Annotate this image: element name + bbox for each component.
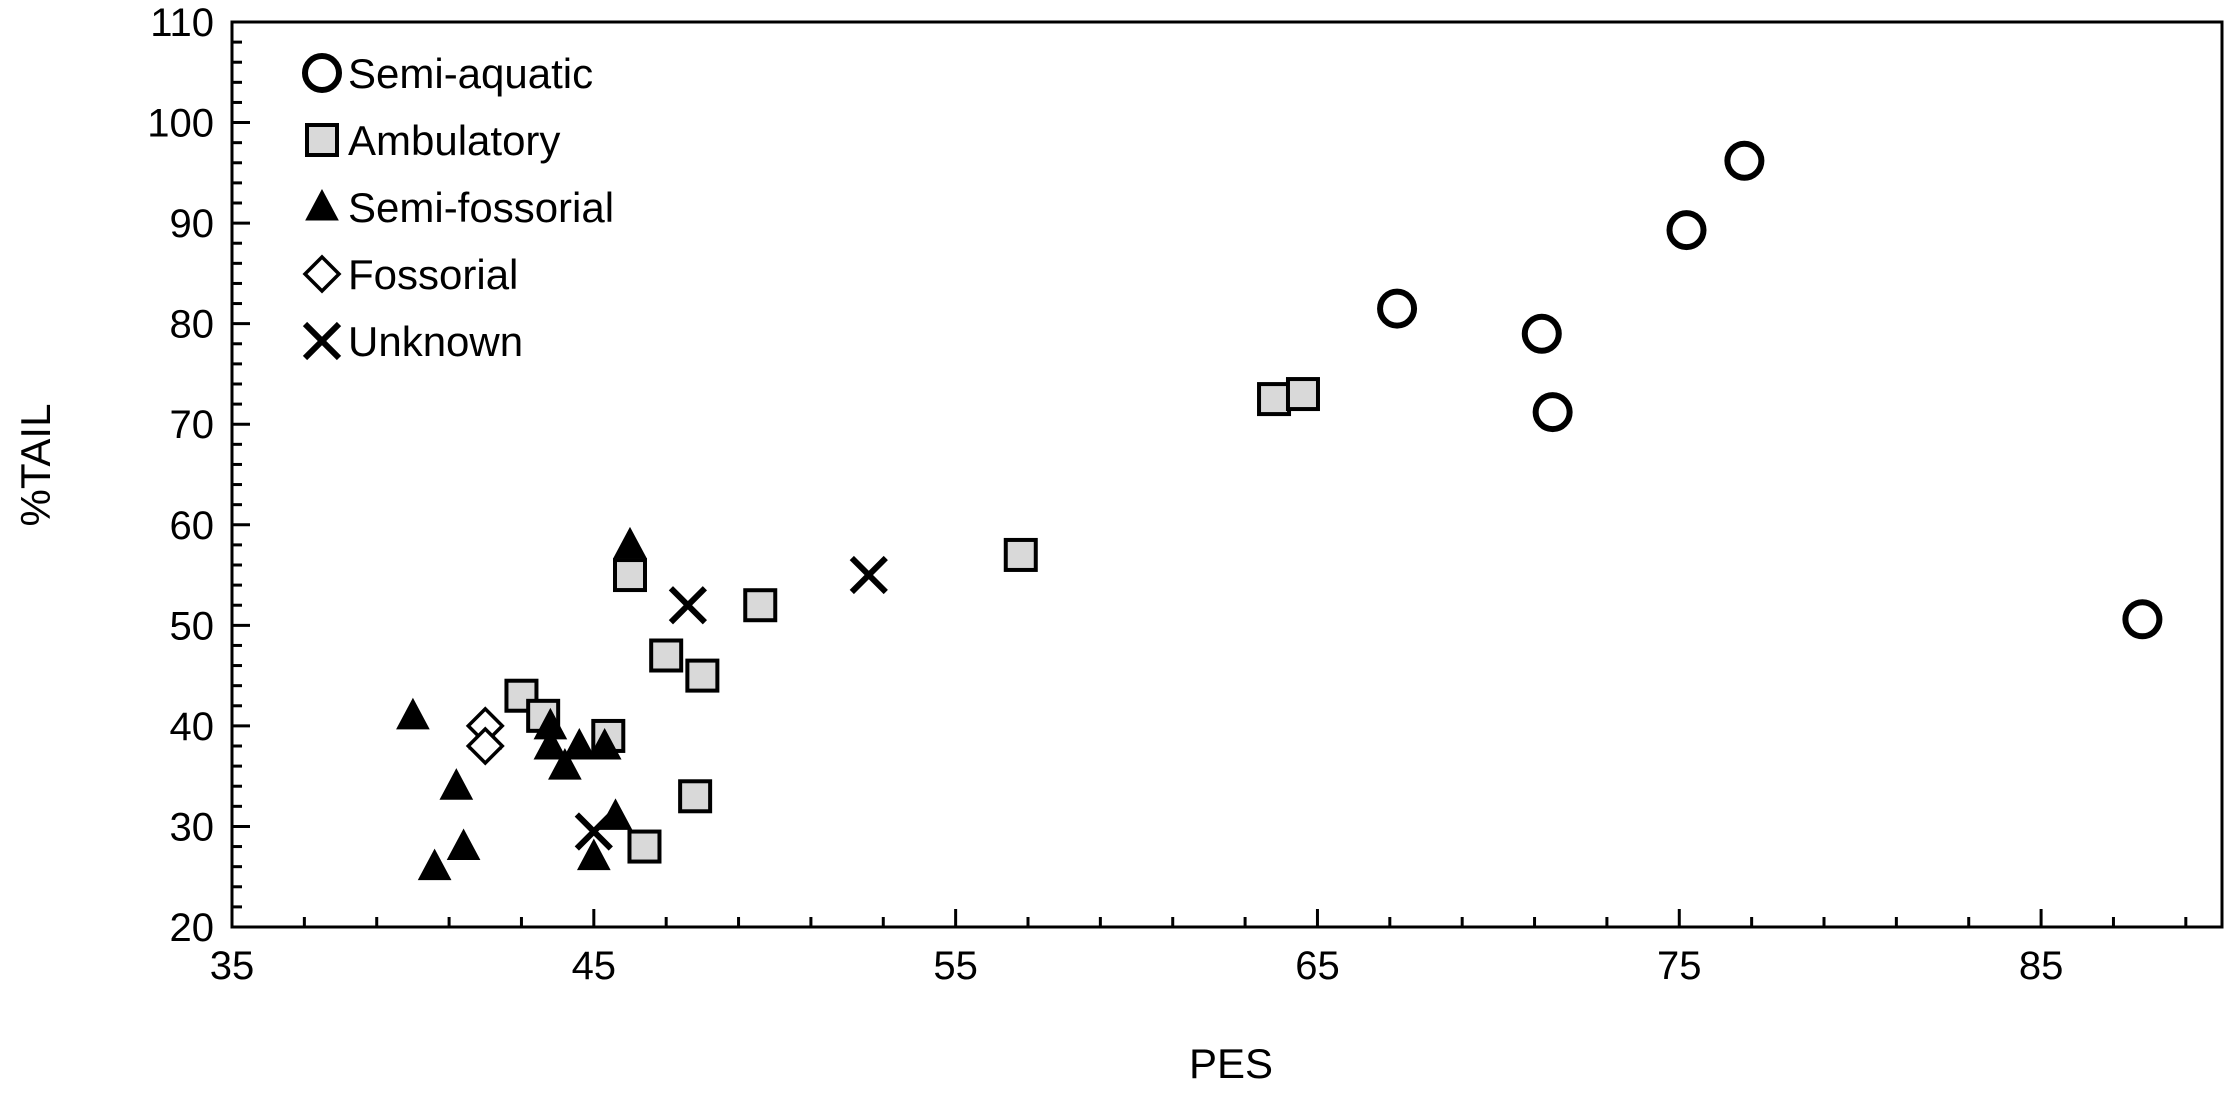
y-tick-label: 100 (147, 102, 214, 146)
y-tick-label: 80 (170, 303, 215, 347)
point-ambulatory (627, 829, 662, 864)
x-tick-label: 65 (1295, 944, 1340, 988)
point-semi-fossorial (576, 838, 611, 871)
point-ambulatory (1257, 382, 1292, 417)
legend-label-fossorial: Fossorial (348, 251, 518, 298)
point-semi-aquatic (1532, 392, 1573, 433)
legend-label-ambulatory: Ambulatory (348, 117, 560, 164)
point-ambulatory (1285, 377, 1320, 412)
y-tick-label: 90 (170, 202, 215, 246)
legend-marker-unknown (302, 321, 342, 361)
plot-frame (230, 20, 2224, 929)
y-tick-label: 50 (170, 604, 215, 648)
legend-label-semi-fossorial: Semi-fossorial (348, 184, 614, 231)
legend-item-semi-aquatic: Semi-aquatic (302, 50, 593, 97)
legend-marker-semi-fossorial (305, 188, 339, 221)
legend-item-unknown: Unknown (302, 318, 523, 365)
legend-item-semi-fossorial: Semi-fossorial (305, 184, 614, 231)
point-semi-fossorial (533, 727, 568, 760)
point-semi-fossorial (446, 828, 481, 861)
legend-label-unknown: Unknown (348, 318, 523, 365)
point-semi-fossorial (439, 768, 474, 800)
y-axis-title: %TAIL (12, 404, 59, 527)
point-fossorial (465, 726, 505, 766)
point-ambulatory (504, 678, 539, 713)
data-points (396, 140, 2163, 881)
legend: Semi-aquatic Ambulatory Semi-fossorial Foss… (302, 50, 614, 365)
y-tick-label: 60 (170, 504, 215, 548)
point-semi-aquatic (1724, 140, 1765, 181)
point-ambulatory (685, 658, 720, 693)
point-unknown (668, 586, 708, 625)
y-tick-label: 110 (150, 1, 214, 45)
point-semi-aquatic (1666, 210, 1707, 251)
point-ambulatory (613, 558, 647, 593)
x-axis-title: PES (1189, 1040, 1273, 1087)
point-semi-fossorial (417, 848, 452, 881)
legend-marker-semi-aquatic (302, 53, 342, 93)
legend-marker-fossorial (302, 254, 342, 294)
x-tick-label: 85 (2019, 944, 2064, 988)
legend-marker-ambulatory (305, 123, 339, 157)
point-unknown (574, 812, 613, 851)
x-tick-label: 35 (210, 944, 255, 988)
x-tick-label: 45 (572, 944, 617, 988)
point-ambulatory (743, 588, 778, 623)
y-tick-label: 40 (170, 705, 215, 749)
y-tick-label: 70 (170, 403, 215, 447)
point-semi-aquatic (1377, 288, 1418, 329)
y-tick-label: 20 (170, 906, 215, 950)
x-tick-label: 75 (1657, 944, 1702, 988)
point-semi-fossorial (613, 526, 647, 559)
point-semi-fossorial (548, 748, 582, 780)
point-semi-aquatic (1521, 313, 1562, 354)
point-ambulatory (649, 638, 684, 673)
point-ambulatory (678, 779, 713, 814)
legend-label-semi-aquatic: Semi-aquatic (348, 50, 593, 97)
point-ambulatory (1003, 537, 1038, 572)
point-semi-fossorial (396, 697, 430, 730)
x-tick-label: 55 (933, 944, 978, 988)
point-semi-fossorial (587, 727, 622, 760)
legend-item-ambulatory: Ambulatory (305, 117, 560, 164)
legend-item-fossorial: Fossorial (302, 251, 518, 298)
point-semi-fossorial (562, 727, 597, 760)
y-tick-label: 30 (170, 805, 215, 849)
point-unknown (849, 555, 888, 595)
axes: 35 45 55 65 75 85 20 30 40 50 60 70 80 90 100 110 (147, 1, 2224, 988)
point-semi-aquatic (2122, 599, 2163, 640)
